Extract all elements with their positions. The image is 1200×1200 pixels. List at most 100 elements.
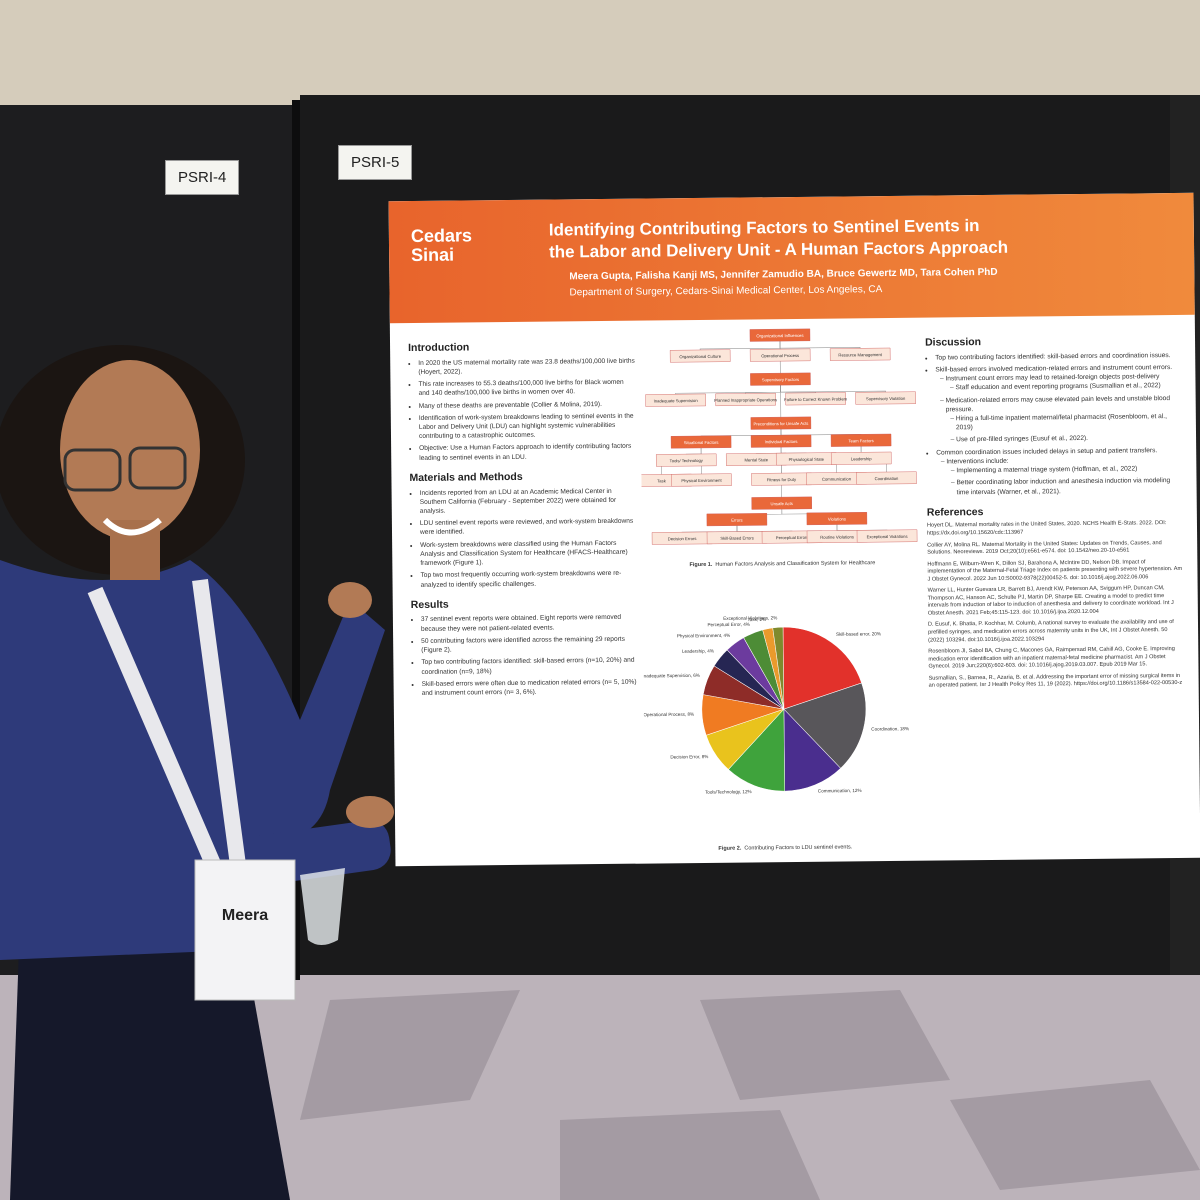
flow-box xyxy=(749,348,811,362)
flow-box xyxy=(856,529,918,543)
caption-text: Human Factors Analysis and Classificatio… xyxy=(715,560,875,568)
caption-label: Figure 1. xyxy=(689,562,712,568)
bullet-text: Identification of work-system breakdowns… xyxy=(418,412,634,441)
caption-label: Figure 2. xyxy=(718,846,741,852)
bullet-list: Incidents reported from an LDU at an Aca… xyxy=(410,486,639,590)
bullet-list: Staff education and event reporting prog… xyxy=(945,381,1180,393)
carpet-pattern xyxy=(300,990,1200,1200)
flow-label: Inadequate Supervision xyxy=(654,398,699,403)
flow-label: Unsafe Acts xyxy=(771,501,793,506)
flow-box xyxy=(751,496,812,510)
flow-label: Communication xyxy=(822,476,852,481)
bullet-text: Top two contributing factors identified:… xyxy=(935,351,1171,362)
flow-label: Individual Factors xyxy=(765,439,798,444)
flow-box xyxy=(785,392,846,406)
left-column: Introduction In 2020 the US maternal mort… xyxy=(408,331,640,702)
reference: Rosenbloom JI, Sabol BA, Chung C, Macone… xyxy=(928,646,1175,670)
flow-label: Supervisory Factors xyxy=(762,377,799,382)
bullet: Top two most frequently occurring work-s… xyxy=(420,569,638,590)
flow-box xyxy=(750,372,811,386)
board-label: PSRI-5 xyxy=(338,145,413,180)
figure-caption: Figure 2. Contributing Factors to LDU sen… xyxy=(718,844,852,851)
bullet-text: Top two most frequently occurring work-s… xyxy=(420,570,622,589)
reference: Hoyert DL. Maternal mortality rates in t… xyxy=(926,520,1167,537)
smile xyxy=(102,517,162,536)
bullet: Incidents reported from an LDU at an Aca… xyxy=(420,486,638,516)
logo-text: Sinai xyxy=(410,244,455,265)
bullet-list: Implementing a maternal triage system (H… xyxy=(946,464,1181,497)
flow-box xyxy=(750,434,812,448)
flow-label: Physical Environment xyxy=(681,478,722,483)
flow-label: Coordination xyxy=(875,476,899,481)
section-heading: Materials and Methods xyxy=(409,470,523,484)
glasses xyxy=(128,446,187,490)
bullet: This rate increases to 55.3 deaths/100,0… xyxy=(418,378,636,399)
flow-label: Physiological State xyxy=(789,457,825,462)
flow-label: Tools/ Technology xyxy=(670,458,704,463)
pie-slice xyxy=(783,682,867,769)
flow-label: Operational Process xyxy=(761,353,799,358)
bullet: LDU sentinel event reports were reviewed… xyxy=(420,517,638,538)
bullet-list: Instrument count errors may lead to reta… xyxy=(935,372,1181,445)
flow-label: Exceptional Violations xyxy=(867,534,908,539)
glasses xyxy=(63,448,122,492)
flow-label: Resource Management xyxy=(838,352,882,357)
wall xyxy=(0,0,1200,105)
flow-label: Preconditions for Unsafe Acts xyxy=(753,421,808,427)
bullet-text: Use of pre-filled syringes (Eusuf et al.… xyxy=(956,435,1089,444)
bullet: Interventions include:Implementing a mat… xyxy=(946,455,1181,497)
bullet-text: Objective: Use a Human Factors approach … xyxy=(419,443,632,462)
flow-box xyxy=(715,392,776,407)
flow-box xyxy=(855,391,916,405)
badge-name: Meera xyxy=(222,907,268,924)
flow-label: Leadership xyxy=(851,456,872,461)
flow-label: Perceptual Errors xyxy=(776,535,809,540)
flow-box xyxy=(829,347,891,361)
pie-slice xyxy=(782,626,862,710)
flow-box xyxy=(670,435,732,449)
flow-label: Mental State xyxy=(744,457,768,462)
bullet-text: Work-system breakdowns were classified u… xyxy=(420,539,628,568)
lanyard xyxy=(87,578,248,884)
face xyxy=(60,360,200,540)
hand xyxy=(346,796,394,828)
poster: Cedars Sinai Identifying Contributing Fa… xyxy=(388,192,1200,867)
flow-label: Organizational Influences xyxy=(756,333,803,338)
section-heading: Results xyxy=(410,598,449,611)
figures: Organizational Influences Organizational … xyxy=(639,328,918,852)
flow-box xyxy=(671,473,732,487)
flow-box xyxy=(656,453,717,467)
badge xyxy=(194,859,296,1001)
data-label: Leadership, 4% xyxy=(682,648,714,653)
data-label: Skill-based error, 20% xyxy=(836,631,881,636)
bullet: 37 sentinel event reports were obtained.… xyxy=(421,613,639,634)
right-column: Discussion Top two contributing factors i… xyxy=(925,325,1184,694)
flow-label: Team Factors xyxy=(848,438,873,443)
logo-text: Cedars xyxy=(410,225,473,247)
logo: Cedars Sinai xyxy=(410,225,473,265)
pie-slice xyxy=(772,626,785,710)
bullet: Skill-based errors were often due to med… xyxy=(422,677,640,698)
bullet-text: Common coordination issues included dela… xyxy=(936,446,1158,457)
board-frame xyxy=(292,100,300,980)
bullet: Better coordinating labor induction and … xyxy=(956,476,1181,497)
bullet-text: Better coordinating labor induction and … xyxy=(956,477,1171,496)
reference: Hoffmann E, Wilburn-Wren K, Dillon SJ, B… xyxy=(927,558,1183,583)
bullet: Use of pre-filled syringes (Eusuf et al.… xyxy=(956,433,1181,445)
bullet-text: 37 sentinel event reports were obtained.… xyxy=(420,614,622,633)
bullet-text: 50 contributing factors were identified … xyxy=(421,635,625,655)
bullet-text: In 2020 the US maternal mortality rate w… xyxy=(418,357,635,376)
poster-title: Identifying Contributing Factors to Sent… xyxy=(549,215,1009,264)
bullet: Objective: Use a Human Factors approach … xyxy=(419,442,637,463)
section-heading: Introduction xyxy=(408,341,470,355)
bullet-list: Interventions include:Implementing a mat… xyxy=(936,455,1181,497)
data-label: Coordination, 18% xyxy=(871,726,909,731)
data-label: Communication, 12% xyxy=(818,788,862,793)
bullet-text: Implementing a maternal triage system (H… xyxy=(956,465,1138,475)
bullet-text: Top two contributing factors identified:… xyxy=(421,656,635,676)
bullet: 50 contributing factors were identified … xyxy=(421,635,639,656)
bullet: Identification of work-system breakdowns… xyxy=(419,411,637,441)
shirt xyxy=(0,560,385,960)
bullet-text: Interventions include: xyxy=(946,457,1009,466)
